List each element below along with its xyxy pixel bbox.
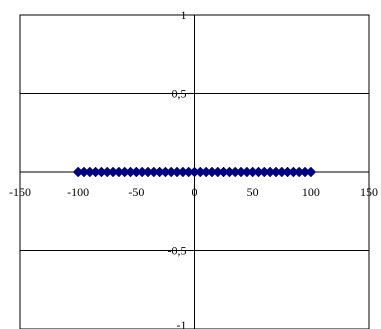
data-point (305, 166, 317, 178)
x-tick-label: 150 (360, 185, 378, 199)
y-tick-label: -0,5 (168, 244, 187, 258)
y-tick-label: 0,5 (172, 87, 187, 101)
data-points (72, 166, 317, 178)
x-tick-label: -150 (9, 185, 31, 199)
x-tick-label: 100 (302, 185, 320, 199)
x-tick-label: 0 (192, 185, 198, 199)
x-tick-label: -50 (128, 185, 144, 199)
x-tick-label: 50 (247, 185, 259, 199)
x-tick-label: -100 (67, 185, 89, 199)
y-tick-label: 1 (181, 8, 187, 22)
y-tick-label: -1 (177, 318, 187, 329)
tick-labels: -150 -100 -50 0 50 100 150 -1 -0,5 0,5 1 (9, 8, 378, 329)
